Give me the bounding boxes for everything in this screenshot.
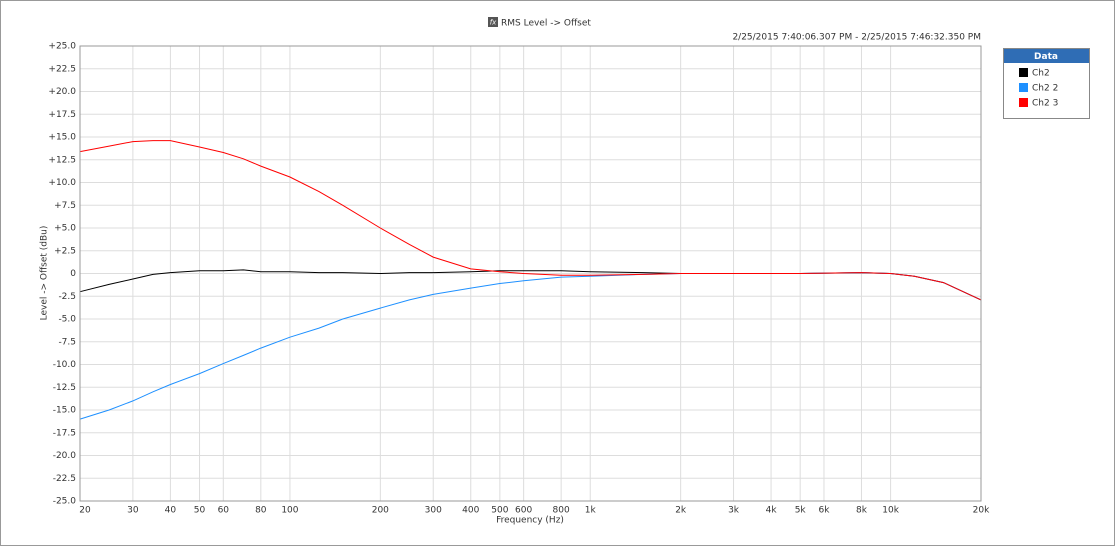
y-tick-label: +7.5 bbox=[54, 201, 76, 211]
x-tick-label: 300 bbox=[425, 506, 442, 516]
y-tick-label: -2.5 bbox=[58, 292, 76, 302]
y-tick-label: -10.0 bbox=[53, 360, 77, 370]
x-tick-label: 80 bbox=[255, 506, 267, 516]
y-tick-label: -15.0 bbox=[53, 406, 77, 416]
timestamp: 2/25/2015 7:40:06.307 PM - 2/25/2015 7:4… bbox=[732, 33, 981, 43]
x-tick-label: 800 bbox=[553, 506, 570, 516]
x-tick-label: 30 bbox=[127, 506, 139, 516]
legend-swatch bbox=[1019, 83, 1028, 92]
y-tick-label: +20.0 bbox=[48, 87, 76, 97]
y-tick-label: -20.0 bbox=[53, 451, 77, 461]
x-tick-label: 20 bbox=[79, 506, 91, 516]
x-tick-label: 6k bbox=[818, 506, 830, 516]
y-tick-label: +17.5 bbox=[48, 110, 76, 120]
y-axis-label: Level -> Offset (dBu) bbox=[40, 226, 50, 321]
x-tick-label: 200 bbox=[372, 506, 389, 516]
y-tick-label: +25.0 bbox=[48, 42, 76, 52]
y-tick-label: +22.5 bbox=[48, 64, 76, 74]
legend-label: Ch2 3 bbox=[1032, 99, 1058, 109]
legend-title: Data bbox=[1034, 52, 1058, 62]
x-tick-label: 1k bbox=[585, 506, 597, 516]
y-tick-label: +2.5 bbox=[54, 246, 76, 256]
series-line bbox=[79, 140, 982, 301]
y-tick-label: -7.5 bbox=[58, 337, 76, 347]
x-tick-label: 600 bbox=[515, 506, 532, 516]
legend-swatch bbox=[1019, 98, 1028, 107]
y-tick-label: -5.0 bbox=[58, 315, 76, 325]
x-tick-label: 5k bbox=[795, 506, 807, 516]
title-icon: fx bbox=[490, 19, 497, 27]
y-tick-label: -25.0 bbox=[53, 497, 77, 507]
y-tick-label: -17.5 bbox=[53, 428, 76, 438]
x-tick-label: 10k bbox=[882, 506, 899, 516]
x-axis-label: Frequency (Hz) bbox=[496, 516, 564, 526]
x-tick-label: 20k bbox=[973, 506, 990, 516]
y-tick-label: +10.0 bbox=[48, 178, 76, 188]
x-tick-label: 3k bbox=[728, 506, 740, 516]
legend-swatch bbox=[1019, 68, 1028, 77]
legend-label: Ch2 2 bbox=[1032, 84, 1058, 94]
x-tick-label: 400 bbox=[462, 506, 479, 516]
x-tick-label: 40 bbox=[165, 506, 177, 516]
x-tick-label: 4k bbox=[766, 506, 778, 516]
legend-header bbox=[1004, 49, 1089, 63]
legend-label: Ch2 bbox=[1032, 69, 1050, 79]
title-icon-bg bbox=[488, 17, 498, 27]
x-tick-label: 60 bbox=[218, 506, 230, 516]
plot-border bbox=[79, 45, 982, 502]
x-tick-label: 50 bbox=[194, 506, 206, 516]
y-tick-label: +15.0 bbox=[48, 133, 76, 143]
y-tick-label: -22.5 bbox=[53, 474, 76, 484]
x-tick-label: 2k bbox=[675, 506, 687, 516]
y-tick-label: +12.5 bbox=[48, 155, 76, 165]
chart-title: RMS Level -> Offset bbox=[501, 19, 591, 29]
x-tick-label: 8k bbox=[856, 506, 868, 516]
x-tick-label: 100 bbox=[281, 506, 298, 516]
y-tick-label: -12.5 bbox=[53, 383, 76, 393]
x-tick-label: 500 bbox=[491, 506, 508, 516]
y-tick-label: +5.0 bbox=[54, 224, 76, 234]
y-tick-label: 0 bbox=[70, 269, 76, 279]
